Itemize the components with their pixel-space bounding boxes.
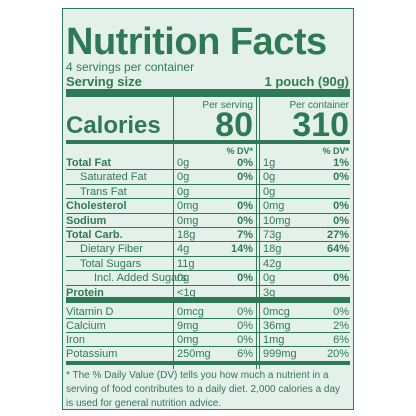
- column-line: [173, 97, 174, 369]
- row-line: [66, 255, 350, 257]
- nutrition-label: Nutrition Facts 4 servings per container…: [62, 8, 354, 410]
- nutrient-name: Dietary Fiber: [80, 243, 143, 256]
- amount: <1g: [177, 286, 196, 299]
- nutrient-name: Protein: [66, 286, 104, 299]
- nutrient-name: Saturated Fat: [80, 171, 147, 184]
- nutrient-name: Incl. Added Sugars: [94, 272, 187, 285]
- daily-value: 0%: [237, 334, 253, 346]
- amount: 9mg: [177, 320, 199, 332]
- nutrient-name: Total Fat: [66, 157, 112, 169]
- calories-value: 310: [292, 106, 349, 144]
- nutrient-name: Iron: [66, 334, 85, 346]
- nutrient-name: Potassium: [66, 348, 118, 360]
- daily-value: 0%: [333, 200, 349, 213]
- row-line: [66, 284, 350, 286]
- row-line: [66, 212, 350, 214]
- daily-value: 0%: [333, 214, 349, 227]
- amount: 0g: [263, 171, 276, 184]
- serving-size-value: 1 pouch (90g): [264, 74, 349, 89]
- daily-value: 0%: [237, 306, 253, 318]
- amount: 0g: [177, 272, 190, 285]
- daily-value: 0%: [333, 272, 349, 285]
- daily-value: 0%: [237, 200, 253, 213]
- amount: 0mg: [263, 200, 285, 213]
- nutrient-name: Vitamin D: [66, 306, 114, 318]
- daily-value: 0%: [333, 306, 349, 318]
- row-line: [66, 227, 350, 228]
- nutrient-name: Calcium: [66, 320, 106, 332]
- amount: 0g: [177, 185, 190, 198]
- row-line: [66, 183, 350, 185]
- amount: 0mg: [177, 334, 199, 346]
- amount: 10mg: [263, 214, 291, 227]
- amount: 0mg: [177, 200, 199, 213]
- amount: 0g: [177, 171, 190, 184]
- row-line: [66, 318, 350, 319]
- column-line: [259, 97, 260, 369]
- amount: 0mg: [177, 214, 199, 227]
- daily-value: 6%: [333, 334, 349, 346]
- amount: 3g: [263, 286, 276, 299]
- calories-label: Calories: [66, 112, 161, 139]
- daily-value: 20%: [326, 348, 349, 360]
- servings: 4 servings per container: [66, 60, 195, 74]
- nutrient-name: Total Sugars: [80, 257, 142, 270]
- amount: 250mg: [177, 348, 211, 360]
- title: Nutrition Facts: [66, 21, 327, 63]
- nutrient-name: Cholesterol: [66, 200, 127, 213]
- row-line: [66, 198, 350, 200]
- amount: 0mcg: [177, 306, 204, 318]
- daily-value: 2%: [333, 320, 349, 332]
- daily-value: 0%: [237, 320, 253, 332]
- amount: 0g: [177, 157, 190, 169]
- daily-value: 0%: [237, 171, 253, 184]
- divider: [66, 297, 350, 303]
- amount: 73g: [263, 229, 282, 241]
- amount: 18g: [263, 243, 282, 256]
- daily-value: 7%: [237, 229, 253, 241]
- daily-value: 27%: [326, 229, 349, 241]
- column-header: Per container: [289, 100, 349, 111]
- nutrient-name: Trans Fat: [80, 185, 127, 198]
- row-line: [66, 169, 350, 171]
- amount: 0g: [263, 272, 276, 285]
- row-line: [66, 346, 350, 347]
- dv-header: % DV*: [226, 146, 253, 156]
- daily-value: 0%: [237, 214, 253, 227]
- daily-value: 64%: [326, 243, 349, 256]
- divider: [66, 140, 350, 144]
- daily-value: 0%: [237, 272, 253, 285]
- serving-size-label: Serving size: [66, 74, 142, 89]
- footnote: * The % Daily Value (DV) tells you how m…: [66, 370, 341, 409]
- amount: 999mg: [263, 348, 297, 360]
- amount: 18g: [177, 229, 196, 241]
- divider: [66, 89, 350, 97]
- amount: 42g: [263, 257, 282, 270]
- row-line: [66, 332, 350, 333]
- column-line: [256, 97, 257, 369]
- amount: 4g: [177, 243, 190, 256]
- daily-value: 0%: [333, 171, 349, 184]
- row-line: [66, 241, 350, 243]
- amount: 0mcg: [263, 306, 290, 318]
- calories-value: 80: [215, 106, 253, 144]
- divider: [66, 361, 350, 365]
- dv-header: % DV*: [322, 146, 349, 156]
- amount: 36mg: [263, 320, 291, 332]
- nutrient-name: Sodium: [66, 214, 107, 227]
- column-header: Per serving: [202, 100, 253, 111]
- nutrient-name: Total Carb.: [66, 229, 123, 241]
- row-line: [66, 270, 350, 272]
- amount: 1g: [263, 157, 276, 169]
- daily-value: 6%: [237, 348, 253, 360]
- daily-value: 0%: [237, 157, 253, 169]
- amount: 1mg: [263, 334, 285, 346]
- daily-value: 1%: [333, 157, 349, 169]
- amount: 0g: [263, 185, 276, 198]
- amount: 11g: [177, 257, 195, 270]
- daily-value: 14%: [230, 243, 253, 256]
